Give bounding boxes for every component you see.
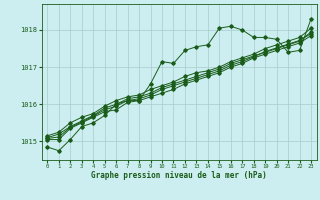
X-axis label: Graphe pression niveau de la mer (hPa): Graphe pression niveau de la mer (hPa) (91, 171, 267, 180)
